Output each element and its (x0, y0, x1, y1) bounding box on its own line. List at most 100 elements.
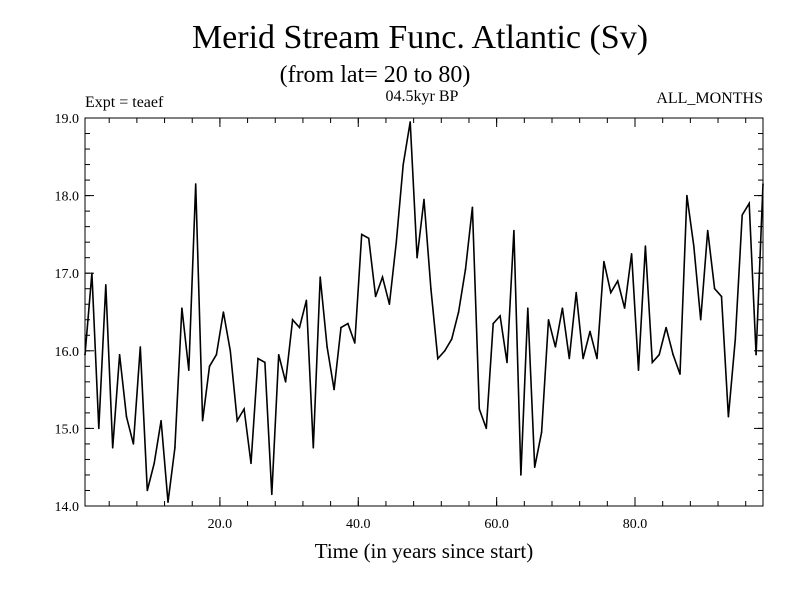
data-point (485, 427, 488, 430)
data-point (533, 466, 536, 469)
data-point (264, 361, 266, 364)
data-point (409, 121, 411, 123)
data-point (499, 315, 501, 317)
data-point (215, 353, 218, 356)
data-point (443, 350, 446, 352)
data-point (305, 299, 308, 302)
data-point (236, 419, 239, 422)
x-tick-label: 60.0 (484, 517, 509, 532)
data-point (416, 256, 418, 259)
data-point (506, 361, 508, 364)
data-point (118, 353, 121, 356)
data-point (111, 447, 114, 449)
data-point (84, 353, 86, 356)
data-point (596, 357, 598, 360)
data-point (174, 447, 176, 449)
y-tick-label: 18.0 (55, 190, 80, 205)
data-point (450, 338, 453, 340)
x-axis-label: Time (in years since start) (315, 539, 534, 563)
data-point (727, 415, 730, 418)
data-point (222, 311, 225, 313)
series-line (84, 121, 764, 503)
data-point (104, 284, 107, 286)
data-point (471, 206, 474, 209)
data-point (699, 318, 702, 321)
data-point (720, 295, 723, 298)
data-point (367, 237, 370, 240)
data-point (395, 241, 398, 243)
data-point (347, 322, 349, 325)
data-point (257, 357, 259, 360)
axis-ticks (85, 117, 763, 507)
data-point (561, 307, 564, 309)
y-tick-label: 16.0 (55, 345, 80, 360)
y-tick-labels: 14.0 15.0 16.0 17.0 18.0 19.0 (55, 112, 80, 515)
data-point (706, 229, 709, 232)
chart-title: Merid Stream Func. Atlantic (Sv) (192, 19, 648, 56)
data-point (298, 326, 301, 329)
data-point (284, 381, 287, 383)
data-point (637, 369, 640, 372)
data-point (146, 489, 149, 492)
data-point (526, 307, 529, 309)
data-point (464, 268, 467, 271)
data-point (333, 388, 335, 391)
data-point (665, 326, 667, 329)
data-point (388, 303, 391, 306)
x-tick-label: 80.0 (623, 517, 648, 532)
data-point (194, 183, 197, 185)
data-point (713, 287, 716, 290)
data-point (616, 280, 619, 282)
data-point (582, 357, 584, 360)
data-point (181, 307, 183, 309)
y-tick-label: 17.0 (55, 267, 80, 282)
data-point (360, 233, 363, 236)
data-point (270, 493, 273, 496)
data-point (457, 311, 460, 313)
data-point (693, 245, 695, 247)
data-point (277, 353, 280, 356)
data-point (554, 346, 557, 348)
data-point (354, 342, 356, 344)
data-point (623, 307, 626, 309)
data-point (603, 260, 605, 263)
data-points (84, 121, 764, 503)
x-tick-label: 20.0 (208, 517, 233, 532)
data-point (153, 462, 155, 465)
data-point (139, 346, 142, 348)
data-point (340, 326, 342, 329)
expt-label: Expt = teaef (85, 94, 164, 111)
data-point (679, 373, 681, 375)
data-point (167, 501, 169, 503)
x-tick-labels: 20.0 40.0 60.0 80.0 (208, 517, 648, 532)
data-point (250, 462, 252, 465)
data-point (589, 330, 591, 333)
data-point (651, 361, 654, 364)
data-point (132, 443, 135, 445)
data-point (430, 287, 432, 290)
data-point (291, 318, 294, 321)
chart-subtitle: (from lat= 20 to 80) (280, 62, 471, 88)
data-point (672, 353, 674, 356)
data-point (513, 229, 515, 232)
data-point (748, 202, 750, 205)
data-point (160, 419, 162, 422)
data-point (520, 474, 522, 476)
data-point (326, 346, 328, 348)
data-point (734, 338, 737, 340)
data-point (755, 353, 757, 356)
data-point (201, 419, 204, 422)
data-point (437, 357, 439, 360)
data-point (540, 431, 543, 434)
data-point (658, 353, 661, 356)
data-point (381, 276, 384, 278)
y-tick-label: 14.0 (55, 500, 80, 515)
data-point (575, 291, 578, 294)
data-point (402, 163, 405, 166)
data-point (423, 198, 425, 201)
x-tick-label: 40.0 (346, 517, 371, 532)
data-point (243, 408, 245, 410)
data-point (208, 365, 211, 368)
data-point (187, 369, 190, 372)
